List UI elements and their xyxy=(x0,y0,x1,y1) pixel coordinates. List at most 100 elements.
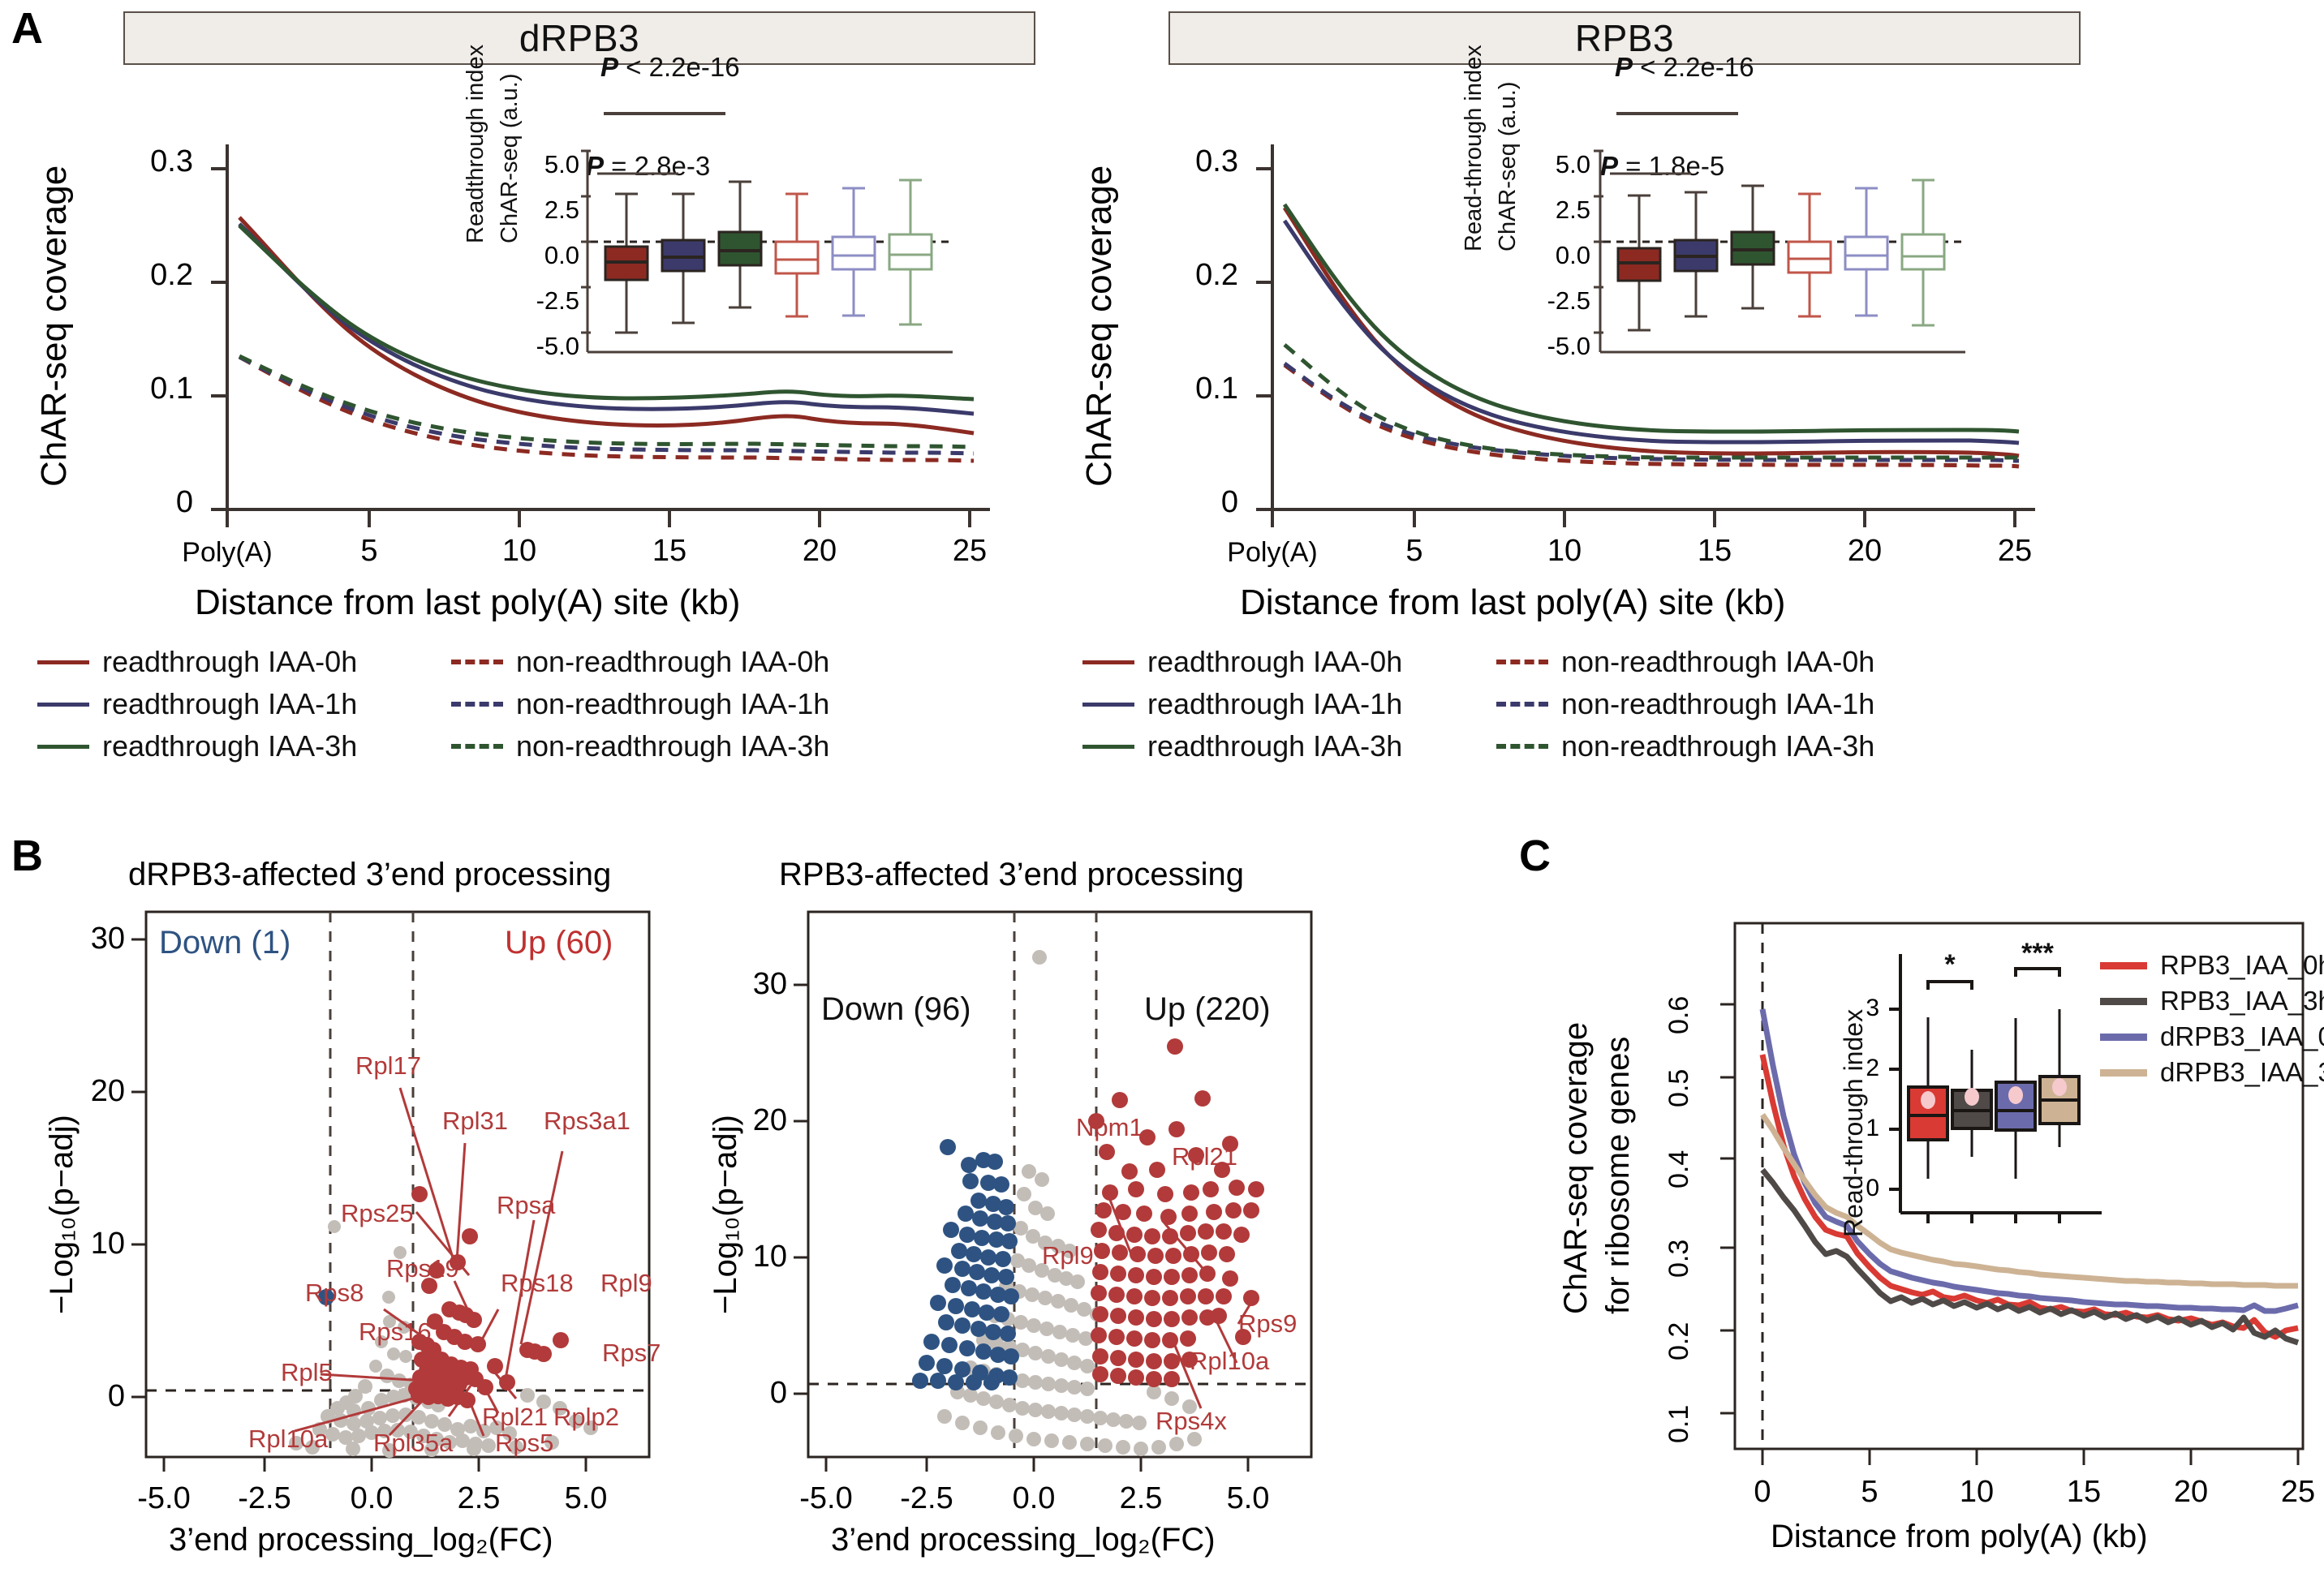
panel-a-right-y-axis-title: ChAR-seq coverage xyxy=(1079,165,1119,487)
gene-label-rps19: Rps19 xyxy=(386,1254,459,1283)
volcano-point-down xyxy=(318,1289,334,1305)
legend-label: readthrough IAA-3h xyxy=(1147,729,1403,763)
panel-a-right-inset-boxplot xyxy=(1594,112,1965,354)
gene-label-rps4x: Rps4x xyxy=(1156,1407,1227,1435)
panel-a-right-inset-p-top: P < 2.2e-16 xyxy=(1615,52,1754,82)
legend-label: readthrough IAA-1h xyxy=(1147,687,1403,720)
legend-row: readthrough IAA-3h non-readthrough IAA-3… xyxy=(37,725,1011,767)
panel-a-right-ytick-0: 0.3 xyxy=(1195,144,1238,178)
legend-row: readthrough IAA-0h non-readthrough IAA-0… xyxy=(37,641,1011,683)
panel-b-left-down-label: Down (1) xyxy=(159,925,291,961)
legend-swatch-readthrough-0h xyxy=(1082,660,1134,664)
panel-a-right-ytick-2: 0.1 xyxy=(1195,372,1238,406)
panel-b-right-y-axis-title: −Log₁₀(p−adj) xyxy=(708,1115,743,1314)
gene-label-rps18: Rps18 xyxy=(501,1269,574,1297)
panel-a-right-xtick-4: 20 xyxy=(1847,534,1883,568)
panel-a-left-inset-ytick-1: 2.5 xyxy=(544,196,579,224)
panel-letter-c: C xyxy=(1519,832,1551,880)
gene-label-rps5: Rps5 xyxy=(495,1429,553,1457)
panel-c-ytick-3: 0.3 xyxy=(1663,1239,1694,1278)
panel-a-right-x-axis-title: Distance from last poly(A) site (kb) xyxy=(1240,582,1786,622)
panel-b-left-x-axis-title: 3’end processing_log₂(FC) xyxy=(169,1522,553,1558)
panel-a-right-inset-ytick-1: 2.5 xyxy=(1555,196,1590,224)
gene-label-rpl35a: Rpl35a xyxy=(373,1429,454,1457)
legend-swatch-drpb3-iaa-3h xyxy=(2100,1068,2147,1077)
panel-a-left-title: dRPB3 xyxy=(519,17,640,59)
panel-b-right-xtick-0: -5.0 xyxy=(799,1481,853,1515)
panel-b-left-xtick-0: -5.0 xyxy=(137,1481,191,1515)
panel-a-right-xtick-3: 15 xyxy=(1697,534,1732,568)
panel-a-right-inset-ytitle-2: ChAR-seq (a.u.) xyxy=(1495,81,1521,251)
legend-label: RPB3_IAA_0h xyxy=(2160,950,2324,980)
panel-b-right-ytick-3: 0 xyxy=(769,1376,787,1410)
gene-label-rps8: Rps8 xyxy=(305,1279,364,1307)
panel-c-chart xyxy=(1720,922,2305,1465)
panel-b-left-ytick-1: 20 xyxy=(90,1074,125,1108)
panel-a-left-xtick-1: 5 xyxy=(360,534,378,568)
panel-b-left-up-label: Up (60) xyxy=(505,925,613,961)
panel-b-right-xtick-1: -2.5 xyxy=(900,1481,953,1515)
panel-a-right-ytick-1: 0.2 xyxy=(1195,258,1238,292)
panel-a-left-inset-boxplot xyxy=(581,112,953,354)
gene-label-rpsa: Rpsa xyxy=(497,1191,556,1219)
panel-c-xtick-3: 15 xyxy=(2066,1475,2102,1509)
legend-row: RPB3_IAA_3h xyxy=(2100,983,2324,1019)
legend-row: RPB3_IAA_0h xyxy=(2100,948,2324,983)
legend-row: dRPB3_IAA_3h xyxy=(2100,1055,2324,1090)
gene-label-rps3a1: Rps3a1 xyxy=(544,1107,630,1135)
legend-label: non-readthrough IAA-1h xyxy=(1561,687,1875,720)
panel-a-left-ytick-3: 0 xyxy=(175,485,193,519)
panel-b-left-title: dRPB3-affected 3’end processing xyxy=(128,857,612,892)
panel-b-right-ytick-2: 10 xyxy=(752,1240,787,1274)
panel-b-left-xtick-4: 5.0 xyxy=(564,1481,608,1515)
legend-swatch-readthrough-3h xyxy=(37,744,89,749)
legend-swatch-readthrough-0h xyxy=(37,660,89,664)
gene-label-rpl9: Rpl9 xyxy=(600,1269,652,1297)
panel-a-right-inset-ytick-2: 0.0 xyxy=(1555,241,1590,269)
panel-c-inset-ytick-1: 2 xyxy=(1866,1055,1879,1081)
panel-a-right-inset-ytick-3: -2.5 xyxy=(1547,286,1590,315)
panel-b-left-ytick-0: 30 xyxy=(90,922,125,956)
panel-c-xtick-0: 0 xyxy=(1754,1475,1771,1509)
gene-label-rpl10a: Rpl10a xyxy=(1190,1347,1270,1375)
panel-a-right-chart xyxy=(1256,144,2035,527)
panel-a-left-title-box: dRPB3 xyxy=(123,11,1035,65)
panel-b-left-volcano: Rpl17 Rpl31 Rps3a1 Rps25 Rpsa Rps19 Rps1… xyxy=(131,910,661,1472)
legend-swatch-non-readthrough-1h xyxy=(451,702,503,707)
panel-a-left-ytick-1: 0.2 xyxy=(150,258,193,292)
legend-label: non-readthrough IAA-3h xyxy=(516,729,830,763)
legend-swatch-drpb3-iaa-0h xyxy=(2100,1033,2147,1041)
panel-c-ytick-4: 0.2 xyxy=(1663,1322,1694,1360)
panel-c-inset-ytick-0: 3 xyxy=(1866,995,1879,1021)
legend-label: non-readthrough IAA-0h xyxy=(516,645,830,678)
panel-a-left-y-axis-title: ChAR-seq coverage xyxy=(34,165,74,487)
legend-swatch-non-readthrough-3h xyxy=(1496,744,1548,749)
panel-b-right-xtick-3: 2.5 xyxy=(1119,1481,1163,1515)
gene-label-npm1: Npm1 xyxy=(1076,1113,1143,1141)
panel-letter-b: B xyxy=(11,832,43,880)
legend-label: readthrough IAA-0h xyxy=(102,645,358,678)
panel-b-right-xtick-2: 0.0 xyxy=(1012,1481,1056,1515)
panel-b-left-xtick-2: 0.0 xyxy=(350,1481,394,1515)
legend-swatch-non-readthrough-0h xyxy=(451,660,503,664)
gene-label-rps9: Rps9 xyxy=(1238,1309,1297,1338)
panel-c-xtick-2: 10 xyxy=(1959,1475,1995,1509)
gene-label-rps16: Rps16 xyxy=(359,1317,432,1346)
legend-label: readthrough IAA-0h xyxy=(1147,645,1403,678)
panel-c-y-axis-title-line1: ChAR-seq coverage xyxy=(1558,1021,1594,1314)
gene-label-rpl31: Rpl31 xyxy=(442,1107,508,1135)
legend-label: readthrough IAA-3h xyxy=(102,729,358,763)
panel-a-right-inset-p-inner: P = 1.8e-5 xyxy=(1600,151,1725,181)
legend-label: non-readthrough IAA-1h xyxy=(516,687,830,720)
panel-c-y-axis-title-line2: for ribosome genes xyxy=(1600,1036,1636,1314)
legend-swatch-rpb3-iaa-0h xyxy=(2100,961,2147,969)
panel-letter-a: A xyxy=(11,4,43,53)
panel-a-left-xtick-3: 15 xyxy=(652,534,687,568)
panel-a-left-xtick-5: 25 xyxy=(952,534,988,568)
panel-c-inset-ytick-3: 0 xyxy=(1866,1175,1879,1201)
panel-a-left-x-axis-title: Distance from last poly(A) site (kb) xyxy=(195,582,741,622)
panel-a-right-inset-ytitle-1: Read-through index xyxy=(1461,45,1487,251)
panel-b-right-ytick-0: 30 xyxy=(752,967,787,1001)
gene-label-rps7: Rps7 xyxy=(602,1339,661,1367)
legend-swatch-readthrough-3h xyxy=(1082,744,1134,749)
